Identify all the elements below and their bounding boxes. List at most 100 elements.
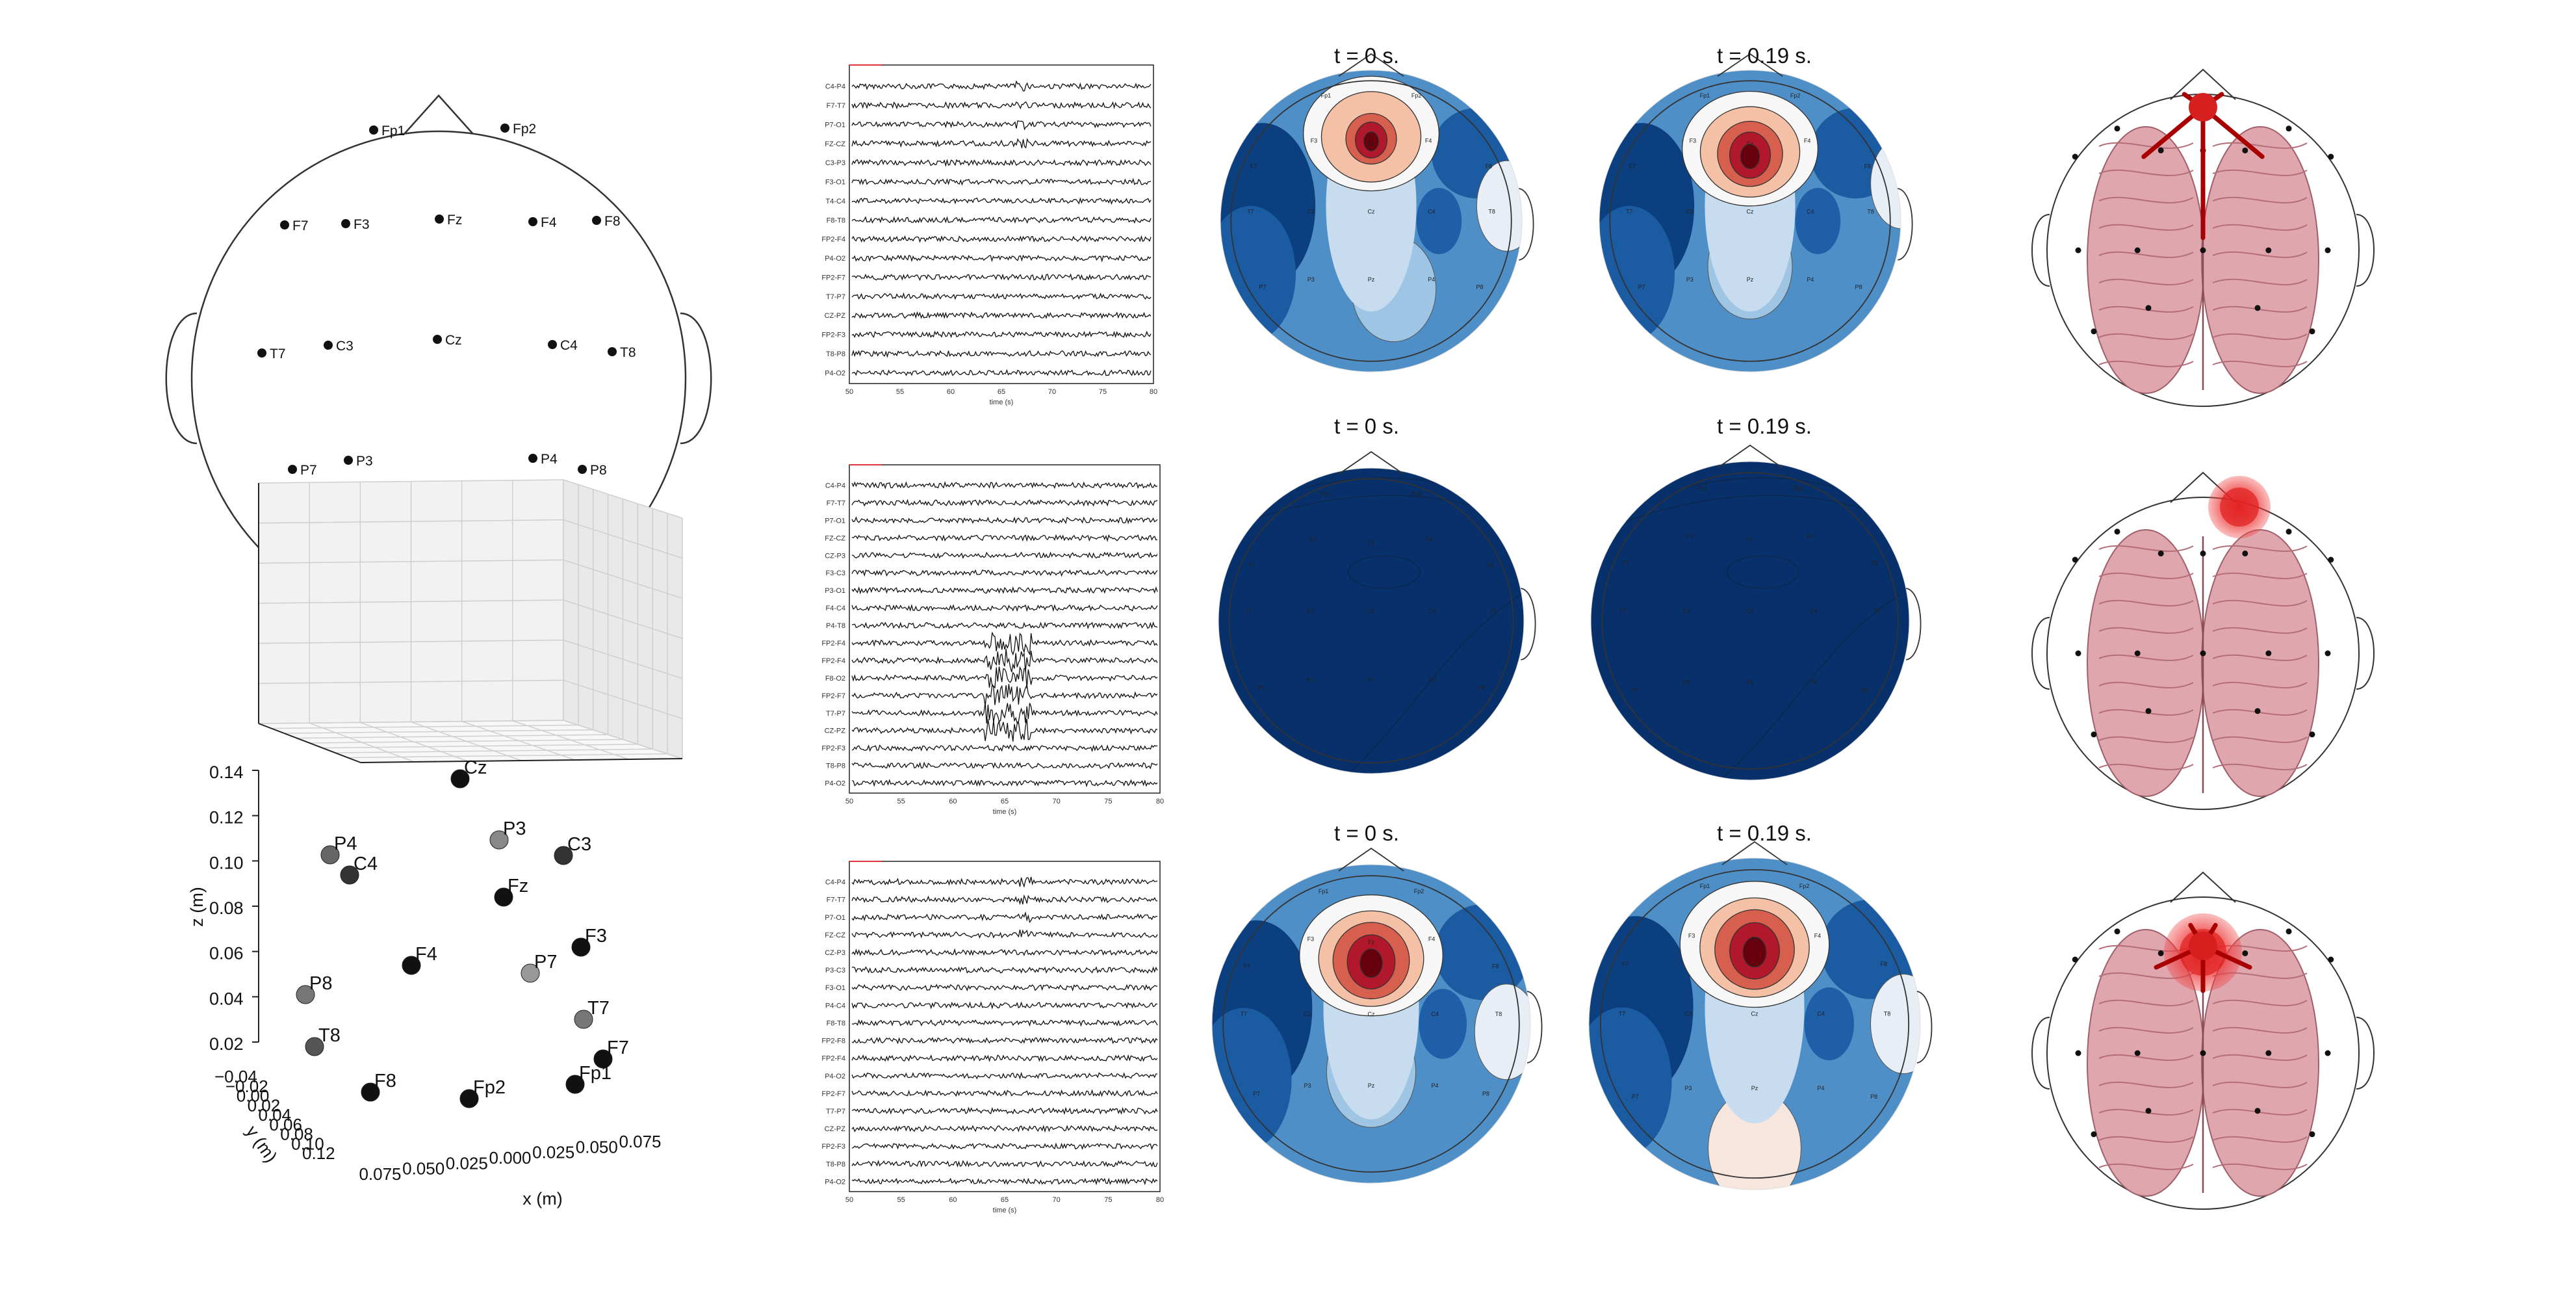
eeg-trace [851,666,1158,689]
electrode-dot [344,456,353,465]
eeg-tick-label: 50 [845,798,853,805]
right-ear-outline [2356,214,2375,287]
sensor-label: C4 [1428,208,1436,215]
topomap-1: Fp1 Fp2 F3 Fz F4 F7 F8 C3 Cz C4 T7 T8 P3 Pz P4 P7 P8 t = … [1220,44,1534,372]
eeg-x-label: time (s) [993,1207,1017,1214]
eeg-x-label: time (s) [993,808,1017,816]
point-3d-f8: F8 [361,1071,396,1102]
channel-label: P4-O2 [825,1073,845,1080]
point-3d-f3: F3 [571,926,607,957]
topomap-nose [1717,53,1783,77]
sensor-label: Cz [1368,208,1375,215]
eeg-traces [851,876,1158,1186]
eeg-trace [851,1142,1158,1151]
electrode-label: Fz [447,213,462,228]
sensor-label: T8 [1874,608,1881,614]
sensor-label: C4 [1810,608,1818,614]
point-label: P3 [503,818,526,839]
x-tick-labels: 0.075 0.050 0.025 0.000 0.025 0.050 0.075 [359,1132,661,1184]
sensor-label: T7 [1619,608,1627,614]
sensor-label: P8 [1478,685,1485,691]
point-marker [593,1049,613,1069]
point-label: Fp2 [473,1077,506,1098]
eeg-trace [851,718,1158,742]
point-marker [459,1089,479,1108]
electrode-dot [280,220,289,229]
topomap-nose [1717,444,1783,469]
eeg-trace [851,1054,1158,1062]
sensor-label: Fp1 [1697,485,1708,491]
sensor-label: P7 [1632,1093,1639,1100]
sensor-label: C4 [1807,208,1814,215]
y-tick-label: 0.08 [280,1125,313,1144]
sensor-label: P4 [1807,276,1814,283]
sensor-label: Fz [1751,936,1758,943]
y-tick-label: 0.10 [291,1134,324,1153]
sensor-label: T7 [1626,208,1633,215]
x-tick-label: 0.000 [489,1148,531,1168]
topomap-4: Fp1 Fp2 F3 Fz F4 F7 F8 C3 Cz C4 T7 T8 P3 Pz P4 P7 P8 t = … [1590,414,1922,781]
topomap-ear [1526,991,1543,1064]
point-marker [554,846,573,865]
eeg-tick-label: 80 [1156,798,1164,805]
eeg-trace [851,273,1152,281]
sensor-label: P7 [1632,687,1639,694]
eeg-trace [851,1089,1158,1097]
y-tick-labels: −0.04−0.020.000.020.040.060.080.100.12 [214,1067,335,1163]
point-label: P4 [334,833,357,854]
topomap-sensor-labels: Fp1 Fp2 F3 Fz F4 F7 F8 C3 Cz C4 T7 T8 P3 Pz P4 P7 P8 [1241,888,1502,1097]
eeg-trace [851,349,1152,358]
eeg-trace [851,966,1158,974]
sensor-label: F3 [1688,932,1695,939]
electrode-dot [528,217,537,226]
channel-label: P3-O1 [825,587,845,595]
sensor-label: Cz [1368,608,1375,614]
channel-label: F3-O1 [825,984,845,992]
channel-label: CZ-P3 [825,552,845,560]
sensor-label: P8 [1870,1093,1877,1100]
electrode-label: C4 [560,338,578,353]
eeg-trace [851,551,1158,559]
brain-illustration [2087,126,2319,394]
eeg-tick-label: 65 [1001,1196,1009,1204]
electrode-label: F4 [541,215,557,230]
channel-label: C3-P3 [825,159,845,167]
eeg-trace [851,948,1158,957]
point-marker [450,769,470,789]
brain-panels [2031,68,2375,1210]
point-3d-c4: C4 [340,854,378,885]
sensor-label: F7 [1623,560,1630,566]
channel-label: P4-C4 [825,1002,845,1010]
electrode-dots [2072,928,2334,1138]
electrode-label: T7 [270,346,286,361]
electrode-label: Fp2 [513,122,536,137]
y-tick-label: 0.02 [248,1095,281,1115]
electrode-cz: Cz [433,333,462,348]
z-tick-label: 0.12 [209,808,244,828]
channel-label: P7-O1 [825,914,845,922]
eeg-tick-label: 55 [896,388,904,396]
channel-label: F7-T7 [827,102,845,110]
sensor-label: P8 [1482,1090,1489,1097]
eeg-x-ticks: 50 55 60 65 70 75 80 [845,798,1164,805]
topomap-panels: Fp1 Fp2 F3 Fz F4 F7 F8 C3 Cz C4 T7 T8 P3 Pz P4 P7 P8 t = … [1211,44,1933,1190]
electrode-dot [257,348,266,358]
channel-label: C4-P4 [825,482,845,490]
channel-label: T7-P7 [826,293,845,301]
sensor-label: P3 [1304,1082,1311,1089]
eeg-frame [849,464,1161,794]
sensor-label: Pz [1368,1082,1375,1089]
eeg-trace [851,1001,1158,1010]
sensor-label: F8 [1864,163,1872,170]
sensor-label: F7 [1629,163,1636,170]
channel-label: F3-O1 [825,179,845,187]
channel-label: F8-T8 [827,1019,845,1027]
topomap-2: Fp1 Fp2 F3 Fz F4 F7 F8 C3 Cz C4 T7 T8 P3 Pz P4 P7 P8 t = … [1599,44,1913,372]
channel-label: FP2-F8 [821,1038,845,1045]
sensor-label: Fp1 [1320,490,1331,497]
sensor-label: Cz [1747,608,1754,614]
sensor-label: F8 [1486,163,1493,170]
point-marker [521,963,540,983]
eeg-trace [851,1160,1158,1168]
